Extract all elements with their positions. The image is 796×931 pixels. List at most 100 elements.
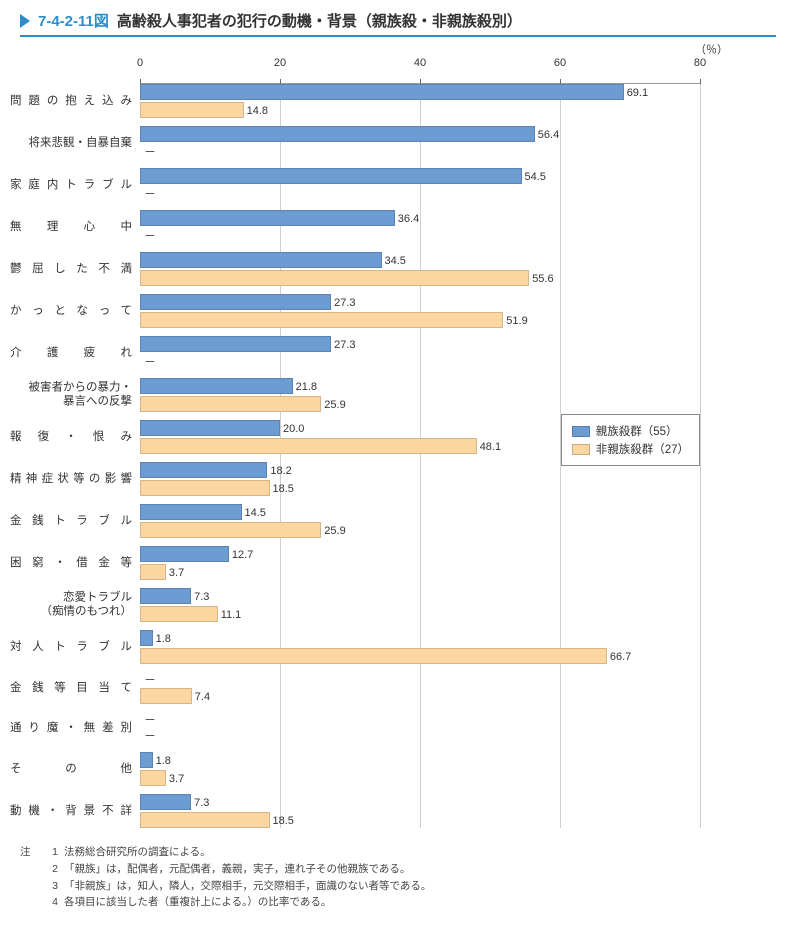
bar: 21.8 (140, 378, 293, 394)
category-label: 通り魔・無差別 (10, 721, 140, 735)
category-group: 無理心中36.4－ (140, 210, 700, 244)
footnote-number: 1 (42, 844, 58, 861)
bar-value-label: 27.3 (330, 295, 355, 311)
bar: 25.9 (140, 396, 321, 412)
bar: 55.6 (140, 270, 529, 286)
category-label: 家庭内トラブル (10, 178, 140, 192)
bar: 18.2 (140, 462, 267, 478)
category-label: その他 (10, 762, 140, 776)
category-label: 精神症状等の影響 (10, 472, 140, 486)
figure-title: 高齢殺人事犯者の犯行の動機・背景（親族殺・非親族殺別） (117, 10, 522, 31)
footnotes: 注1法務総合研究所の調査による。2「親族」は，配偶者，元配偶者，義親，実子，連れ… (20, 844, 776, 911)
x-axis: （％） 020406080 (140, 57, 700, 77)
category-label: 将来悲観・自暴自棄 (10, 136, 140, 150)
footnote-number: 4 (42, 894, 58, 911)
bar: 25.9 (140, 522, 321, 538)
bar: 54.5 (140, 168, 522, 184)
category-group: かっとなって27.351.9 (140, 294, 700, 328)
bar-empty-dash: － (140, 712, 700, 728)
category-group: 対人トラブル1.866.7 (140, 630, 700, 664)
bar-value-label: 34.5 (381, 253, 406, 269)
axis-tick-label: 0 (137, 57, 143, 69)
category-group: 家庭内トラブル54.5－ (140, 168, 700, 202)
category-label: 問題の抱え込み (10, 94, 140, 108)
category-group: 介護疲れ27.3－ (140, 336, 700, 370)
bar-value-label: 18.2 (266, 463, 291, 479)
category-group: 困窮・借金等12.73.7 (140, 546, 700, 580)
bar: 7.3 (140, 794, 191, 810)
axis-tick-label: 40 (414, 57, 426, 69)
footnote-line: 2 「親族」は，配偶者，元配偶者，義親，実子，連れ子その他親族である。 (20, 861, 776, 878)
category-label: 困窮・借金等 (10, 556, 140, 570)
category-label: 報復・恨み (10, 430, 140, 444)
bar-value-label: 3.7 (165, 565, 184, 581)
bar: 14.8 (140, 102, 244, 118)
footnote-text: 「非親族」は，知人，隣人，交際相手，元交際相手，面識のない者等である。 (64, 880, 431, 892)
bar-value-label: 12.7 (228, 547, 253, 563)
category-group: 動機・背景不詳7.318.5 (140, 794, 700, 828)
bar-empty-dash: － (140, 144, 700, 160)
footnote-line: 4 各項目に該当した者（重複計上による。）の比率である。 (20, 894, 776, 911)
category-group: 精神症状等の影響18.218.5 (140, 462, 700, 496)
footnote-text: 「親族」は，配偶者，元配偶者，義親，実子，連れ子その他親族である。 (64, 863, 410, 875)
figure-number: 7-4-2-11図 (38, 10, 109, 31)
bar-value-label: 56.4 (534, 127, 559, 143)
bar-value-label: 18.5 (269, 481, 294, 497)
footnote-number: 2 (42, 861, 58, 878)
footnote-line: 注1法務総合研究所の調査による。 (20, 844, 776, 861)
bar-value-label: 27.3 (330, 337, 355, 353)
bar: 48.1 (140, 438, 477, 454)
bar: 14.5 (140, 504, 242, 520)
bar: 18.5 (140, 812, 270, 828)
axis-tick-label: 20 (274, 57, 286, 69)
bar-value-label: 25.9 (320, 397, 345, 413)
bar: 3.7 (140, 564, 166, 580)
category-group: その他1.83.7 (140, 752, 700, 786)
bar-value-label: 18.5 (269, 813, 294, 829)
bar: 66.7 (140, 648, 607, 664)
bar: 27.3 (140, 294, 331, 310)
axis-tick-label: 80 (694, 57, 706, 69)
category-label: 無理心中 (10, 220, 140, 234)
category-label: 被害者からの暴力・暴言への反撃 (10, 381, 140, 410)
bar: 18.5 (140, 480, 270, 496)
bar: 51.9 (140, 312, 503, 328)
bar-value-label: 7.4 (191, 689, 210, 705)
category-group: 金銭トラブル14.525.9 (140, 504, 700, 538)
bar: 12.7 (140, 546, 229, 562)
bar-empty-dash: － (140, 672, 700, 688)
footnote-text: 法務総合研究所の調査による。 (64, 846, 211, 858)
category-group: 金銭等目当て－7.4 (140, 672, 700, 704)
bar: 20.0 (140, 420, 280, 436)
bar-value-label: 3.7 (165, 771, 184, 787)
category-label: 恋愛トラブル（痴情のもつれ） (10, 591, 140, 620)
category-label: 金銭等目当て (10, 681, 140, 695)
bar-value-label: 7.3 (190, 795, 209, 811)
category-label: かっとなって (10, 304, 140, 318)
category-label: 対人トラブル (10, 640, 140, 654)
bar-value-label: 20.0 (279, 421, 304, 437)
bar-value-label: 36.4 (394, 211, 419, 227)
bar-value-label: 69.1 (623, 85, 648, 101)
category-group: 被害者からの暴力・暴言への反撃21.825.9 (140, 378, 700, 412)
bar: 11.1 (140, 606, 218, 622)
figure-header: 7-4-2-11図 高齢殺人事犯者の犯行の動機・背景（親族殺・非親族殺別） (20, 10, 776, 37)
bar-value-label: 1.8 (152, 631, 171, 647)
header-triangle-icon (20, 14, 30, 28)
bar-empty-dash: － (140, 228, 700, 244)
category-label: 鬱屈した不満 (10, 262, 140, 276)
category-group: 問題の抱え込み69.114.8 (140, 84, 700, 118)
category-label: 介護疲れ (10, 346, 140, 360)
bar-value-label: 14.8 (243, 103, 268, 119)
plot-area: 親族殺群（55）非親族殺群（27） 問題の抱え込み69.114.8将来悲観・自暴… (140, 83, 700, 828)
category-group: 鬱屈した不満34.555.6 (140, 252, 700, 286)
footnote-number: 3 (42, 878, 58, 895)
bar-empty-dash: － (140, 728, 700, 744)
bar: 1.8 (140, 752, 153, 768)
bar-value-label: 51.9 (502, 313, 527, 329)
bar: 1.8 (140, 630, 153, 646)
bar-empty-dash: － (140, 354, 700, 370)
category-group: 報復・恨み20.048.1 (140, 420, 700, 454)
category-group: 通り魔・無差別－－ (140, 712, 700, 744)
footnote-text: 各項目に該当した者（重複計上による。）の比率である。 (64, 896, 331, 908)
